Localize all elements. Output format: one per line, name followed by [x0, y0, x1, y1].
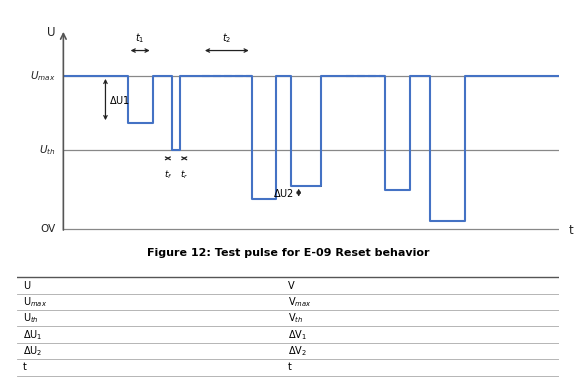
Text: Figure 12: Test pulse for E-09 Reset behavior: Figure 12: Test pulse for E-09 Reset beh… — [147, 248, 429, 258]
Text: U$_{th}$: U$_{th}$ — [22, 311, 39, 325]
Text: U$_{max}$: U$_{max}$ — [22, 295, 47, 309]
Text: $\Delta$U2: $\Delta$U2 — [272, 187, 294, 199]
Text: ΔU$_2$: ΔU$_2$ — [22, 344, 42, 358]
Text: V$_{th}$: V$_{th}$ — [288, 311, 304, 325]
Text: t: t — [288, 362, 292, 372]
Text: $t_1$: $t_1$ — [135, 31, 145, 45]
Text: $\Delta$U1: $\Delta$U1 — [109, 94, 131, 105]
Text: U: U — [47, 27, 56, 39]
Text: $t_f$: $t_f$ — [164, 168, 172, 181]
Text: V: V — [288, 281, 295, 291]
Text: ΔU$_1$: ΔU$_1$ — [22, 328, 42, 341]
Text: V$_{max}$: V$_{max}$ — [288, 295, 312, 309]
Text: $t_r$: $t_r$ — [180, 168, 188, 181]
Text: U: U — [22, 281, 30, 291]
Text: t: t — [22, 362, 26, 372]
Text: $t_2$: $t_2$ — [222, 31, 232, 45]
Text: $U_{th}$: $U_{th}$ — [39, 144, 56, 157]
Text: $U_{max}$: $U_{max}$ — [31, 69, 56, 83]
Text: t: t — [569, 224, 573, 238]
Text: ΔV$_1$: ΔV$_1$ — [288, 328, 307, 341]
Text: ΔV$_2$: ΔV$_2$ — [288, 344, 307, 358]
Text: OV: OV — [41, 224, 56, 234]
